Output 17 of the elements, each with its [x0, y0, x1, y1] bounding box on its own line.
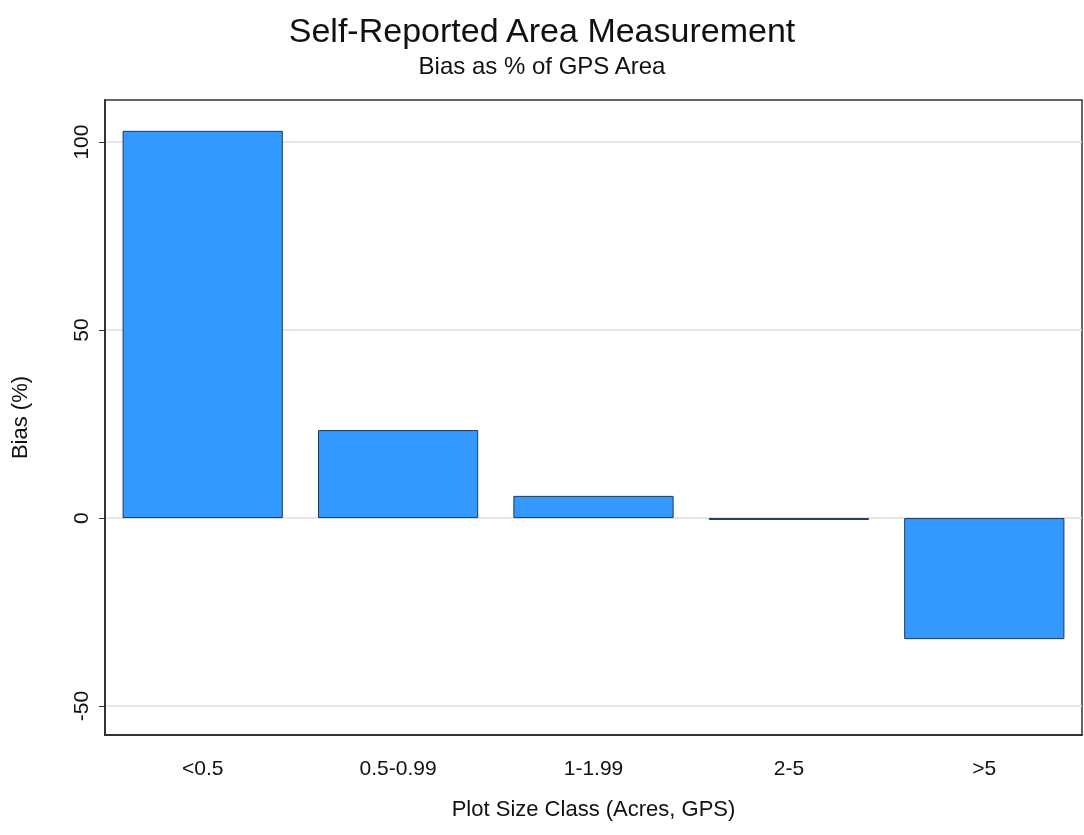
bar: [513, 495, 674, 519]
y-tick-label: 50: [69, 318, 92, 342]
y-tick-label: 0: [69, 512, 92, 524]
x-tick-label: 2-5: [773, 756, 805, 779]
y-tick-label: 100: [69, 124, 92, 160]
bar: [317, 430, 479, 519]
x-axis-title: Plot Size Class (Acres, GPS): [451, 795, 736, 821]
x-tick-label: 0.5-0.99: [359, 756, 437, 779]
y-axis-title: Bias (%): [6, 375, 32, 460]
chart-title: Self-Reported Area Measurement: [288, 11, 796, 49]
bar: [122, 130, 283, 519]
x-tick-label: <0.5: [181, 756, 224, 779]
x-tick-label: 1-1.99: [563, 756, 624, 779]
bar: [904, 518, 1065, 640]
chart-subtitle: Bias as % of GPS Area: [418, 51, 667, 79]
x-tick-label: >5: [972, 756, 997, 779]
y-tick-label: -50: [69, 690, 92, 722]
